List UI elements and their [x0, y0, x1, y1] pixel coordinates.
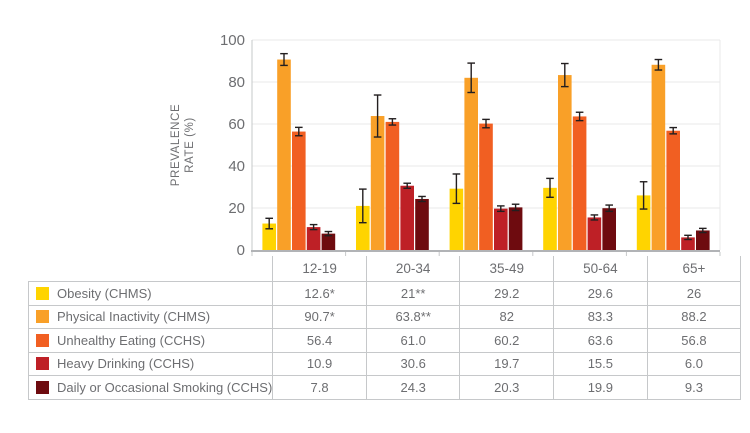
table-row: Heavy Drinking (CCHS) 10.9 30.6 19.7 15.5 6.0 [27, 351, 742, 376]
value-cell: 9.3 [646, 375, 742, 400]
bar [385, 121, 400, 251]
value-cell: 60.2 [459, 328, 555, 353]
value-cell: 56.4 [272, 328, 367, 353]
value-cell: 30.6 [365, 351, 461, 376]
y-tick-label: 0 [237, 242, 245, 256]
value-cell: 21** [365, 281, 461, 306]
age-group-header: 20-34 [365, 256, 461, 282]
legend-swatch [36, 286, 49, 300]
legend-swatch [36, 333, 49, 347]
bar [356, 205, 370, 250]
age-group-header: 12-19 [272, 256, 367, 282]
value-cell: 20.3 [459, 375, 555, 400]
legend-label: Physical Inactivity (CHMS) [57, 309, 211, 325]
bar [666, 130, 680, 250]
value-cell: 10.9 [272, 351, 367, 376]
value-cell: 24.3 [365, 375, 461, 400]
value-cell: 19.9 [553, 375, 648, 400]
value-cell: 19.7 [459, 351, 555, 376]
y-tick-label: 60 [228, 116, 245, 133]
table-row: Unhealthy Eating (CCHS) 56.4 61.0 60.2 63.6 5… [27, 328, 742, 353]
bar [479, 123, 493, 250]
legend-cell: Physical Inactivity (CHMS) [27, 304, 274, 329]
value-cell: 29.6 [553, 281, 648, 306]
y-axis-title-line1: PREVALENCE [170, 104, 182, 186]
value-cell: 12.6* [272, 281, 367, 306]
y-tick-label: 40 [228, 158, 245, 175]
bar [558, 75, 572, 250]
value-cell: 83.3 [553, 304, 648, 329]
bar [572, 116, 587, 250]
value-cell: 63.8** [365, 304, 461, 329]
y-tick-label: 100 [220, 32, 245, 49]
bar [262, 223, 276, 250]
legend-label: Unhealthy Eating (CCHS) [57, 332, 206, 348]
prevalence-bar-chart: PREVALENCE RATE (%) 0 20 40 60 80 100 [170, 32, 721, 256]
age-group-header: 50-64 [553, 256, 648, 282]
value-cell: 90.7* [272, 304, 367, 329]
table-row: Obesity (CHMS) 12.6* 21** 29.2 29.6 26 [27, 281, 742, 306]
bar [696, 230, 710, 250]
value-cell: 88.2 [646, 304, 742, 329]
value-cell: 82 [459, 304, 555, 329]
legend-swatch [36, 310, 49, 324]
value-cell: 56.8 [646, 328, 742, 353]
data-table: 12-19 20-34 35-49 50-64 65+ Obesity (CHMS) 12.… [27, 256, 742, 400]
value-cell: 63.6 [553, 328, 648, 353]
table-corner-blank [29, 256, 273, 282]
bar [543, 187, 557, 250]
legend-label: Obesity (CHMS) [57, 285, 152, 301]
legend-swatch [36, 380, 49, 394]
bar [508, 207, 523, 250]
y-tick-label: 20 [228, 200, 245, 217]
bar [681, 237, 695, 250]
bar [306, 227, 321, 250]
plot-area: 0 20 40 60 80 100 [220, 32, 721, 256]
table-row: Daily or Occasional Smoking (CCHS) 7.8 24.… [27, 375, 742, 400]
y-tick-label: 80 [228, 74, 245, 91]
legend-cell: Heavy Drinking (CCHS) [27, 351, 274, 376]
table-row: Physical Inactivity (CHMS) 90.7* 63.8** 82 8… [27, 304, 742, 329]
legend-label: Heavy Drinking (CCHS) [57, 356, 195, 372]
table-header-row: 12-19 20-34 35-49 50-64 65+ [29, 256, 742, 282]
legend-cell: Obesity (CHMS) [27, 281, 274, 306]
bar [321, 233, 336, 250]
value-cell: 6.0 [646, 351, 742, 376]
bar [587, 217, 602, 250]
legend-label: Daily or Occasional Smoking (CCHS) [57, 379, 273, 395]
y-axis-title-line2: RATE (%) [184, 117, 196, 173]
legend-swatch [36, 357, 49, 371]
bar [400, 185, 414, 250]
age-group-header: 65+ [646, 256, 742, 282]
bar [277, 59, 291, 250]
value-cell: 15.5 [553, 351, 648, 376]
bar [292, 131, 306, 250]
value-cell: 26 [646, 281, 742, 306]
bar [370, 116, 385, 251]
bar [464, 77, 478, 250]
bar [494, 208, 508, 250]
bar [415, 198, 429, 250]
legend-cell: Daily or Occasional Smoking (CCHS) [27, 375, 274, 400]
value-cell: 7.8 [272, 375, 367, 400]
age-group-header: 35-49 [459, 256, 555, 282]
value-cell: 29.2 [459, 281, 555, 306]
legend-cell: Unhealthy Eating (CCHS) [27, 328, 274, 353]
bar [651, 64, 666, 250]
value-cell: 61.0 [365, 328, 461, 353]
bar [602, 208, 616, 250]
